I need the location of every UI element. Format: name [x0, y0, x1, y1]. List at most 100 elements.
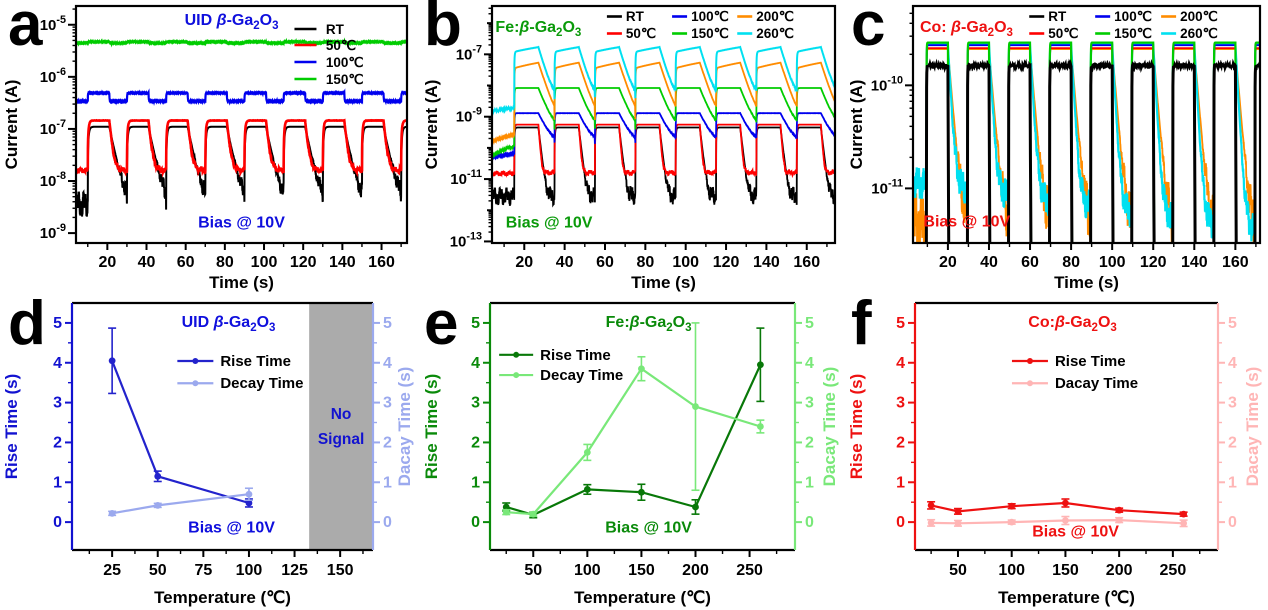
svg-text:Time (s): Time (s): [209, 273, 274, 292]
svg-text:Decay Time: Decay Time: [220, 375, 303, 392]
svg-text:10-7: 10-7: [40, 118, 66, 138]
svg-text:0: 0: [805, 514, 814, 531]
svg-text:2: 2: [471, 434, 480, 451]
svg-text:3: 3: [896, 395, 905, 412]
svg-text:150: 150: [628, 562, 655, 579]
svg-text:Current (A): Current (A): [422, 80, 441, 170]
svg-text:2: 2: [53, 434, 62, 451]
svg-text:Temperature (℃): Temperature (℃): [154, 588, 291, 607]
svg-text:50℃: 50℃: [326, 38, 357, 53]
svg-text:80: 80: [1062, 254, 1080, 271]
svg-text:100℃: 100℃: [691, 9, 730, 24]
svg-text:150: 150: [327, 562, 354, 579]
panel-letter-b: b: [424, 0, 462, 59]
svg-text:Signal: Signal: [318, 431, 365, 448]
svg-text:4: 4: [805, 355, 814, 372]
svg-text:0: 0: [471, 514, 480, 531]
svg-text:100: 100: [574, 562, 601, 579]
svg-text:0: 0: [1228, 514, 1237, 531]
svg-text:3: 3: [805, 395, 814, 412]
svg-text:4: 4: [1228, 355, 1237, 372]
svg-text:40: 40: [980, 254, 998, 271]
svg-text:5: 5: [383, 315, 392, 332]
svg-text:150℃: 150℃: [1114, 26, 1153, 41]
svg-text:250: 250: [1160, 562, 1187, 579]
svg-text:200℃: 200℃: [756, 9, 795, 24]
svg-text:10-6: 10-6: [40, 66, 66, 86]
svg-text:Bias @ 10V: Bias @ 10V: [198, 215, 285, 232]
svg-text:2: 2: [896, 434, 905, 451]
svg-text:Bias @ 10V: Bias @ 10V: [188, 520, 275, 537]
svg-text:3: 3: [53, 395, 62, 412]
svg-text:Temperature (℃): Temperature (℃): [998, 588, 1135, 607]
svg-text:Time (s): Time (s): [631, 273, 696, 292]
svg-text:25: 25: [103, 562, 121, 579]
svg-text:3: 3: [471, 395, 480, 412]
svg-text:150℃: 150℃: [326, 72, 365, 87]
svg-text:0: 0: [383, 514, 392, 531]
svg-text:4: 4: [896, 355, 905, 372]
panel-letter-d: d: [8, 289, 46, 358]
svg-text:260℃: 260℃: [1180, 26, 1219, 41]
svg-text:No: No: [331, 406, 352, 423]
svg-text:Dacay Time: Dacay Time: [1055, 375, 1138, 392]
svg-text:120: 120: [290, 254, 317, 271]
svg-text:10-10: 10-10: [871, 74, 903, 94]
svg-text:Rise Time: Rise Time: [220, 353, 291, 370]
svg-text:10-7: 10-7: [456, 43, 482, 63]
svg-text:100: 100: [672, 254, 699, 271]
svg-text:UID β-Ga2O3: UID β-Ga2O3: [182, 314, 276, 334]
svg-text:3: 3: [1228, 395, 1237, 412]
svg-text:10-5: 10-5: [40, 14, 66, 34]
svg-text:150: 150: [1052, 562, 1079, 579]
svg-text:260℃: 260℃: [756, 26, 795, 41]
svg-text:160: 160: [793, 254, 820, 271]
svg-text:50: 50: [149, 562, 167, 579]
svg-text:5: 5: [896, 315, 905, 332]
svg-text:150℃: 150℃: [691, 26, 730, 41]
svg-text:2: 2: [383, 434, 392, 451]
chart-uid-rise-decay: No Signal 0 0 1 1 2 2 3 3 4 4 5 5 25 50 75 100 125 150 UID β…: [0, 295, 420, 610]
svg-text:Rise Time (s): Rise Time (s): [2, 374, 21, 480]
svg-text:60: 60: [1021, 254, 1039, 271]
svg-text:2: 2: [805, 434, 814, 451]
svg-text:Fe:β-Ga2O3: Fe:β-Ga2O3: [495, 19, 581, 39]
panel-letter-f: f: [851, 289, 872, 358]
svg-text:50: 50: [949, 562, 967, 579]
chart-co-rise-decay: 0 0 1 1 2 2 3 3 4 4 5 5 50 100 150 200 250 Co:β-Ga2O3 Bias…: [845, 295, 1268, 610]
svg-text:5: 5: [805, 315, 814, 332]
svg-text:120: 120: [1140, 254, 1167, 271]
chart-fe-current-time: 10-13 10-11 10-9 10-7 20 40 60 80 100 120 140 160 Fe…: [420, 0, 845, 295]
svg-text:1: 1: [53, 474, 62, 491]
svg-text:160: 160: [368, 254, 395, 271]
svg-text:Rise Time (s): Rise Time (s): [847, 374, 866, 480]
svg-text:1: 1: [1228, 474, 1237, 491]
svg-text:20: 20: [98, 254, 116, 271]
svg-text:RT: RT: [1048, 9, 1067, 24]
svg-text:40: 40: [556, 254, 574, 271]
svg-text:5: 5: [53, 315, 62, 332]
svg-text:100: 100: [236, 562, 263, 579]
panel-letter-a: a: [8, 0, 43, 59]
svg-text:Bias @ 10V: Bias @ 10V: [506, 215, 593, 232]
svg-text:UID β-Ga2O3: UID β-Ga2O3: [185, 12, 279, 32]
svg-text:Dacay Time (s): Dacay Time (s): [1243, 367, 1262, 487]
svg-text:140: 140: [1181, 254, 1208, 271]
svg-text:10-11: 10-11: [871, 177, 903, 197]
svg-text:160: 160: [1222, 254, 1249, 271]
svg-text:0: 0: [53, 514, 62, 531]
svg-text:3: 3: [383, 395, 392, 412]
svg-text:Fe:β-Ga2O3: Fe:β-Ga2O3: [606, 314, 692, 334]
svg-text:200: 200: [682, 562, 709, 579]
svg-text:4: 4: [471, 355, 480, 372]
svg-text:50℃: 50℃: [626, 26, 657, 41]
svg-text:10-9: 10-9: [456, 106, 482, 126]
svg-text:10-11: 10-11: [450, 168, 482, 188]
panel-letter-c: c: [851, 0, 886, 59]
svg-text:250: 250: [736, 562, 763, 579]
svg-text:140: 140: [329, 254, 356, 271]
svg-text:Time (s): Time (s): [1054, 273, 1119, 292]
svg-text:Current (A): Current (A): [2, 80, 21, 170]
panel-letter-e: e: [424, 289, 459, 358]
